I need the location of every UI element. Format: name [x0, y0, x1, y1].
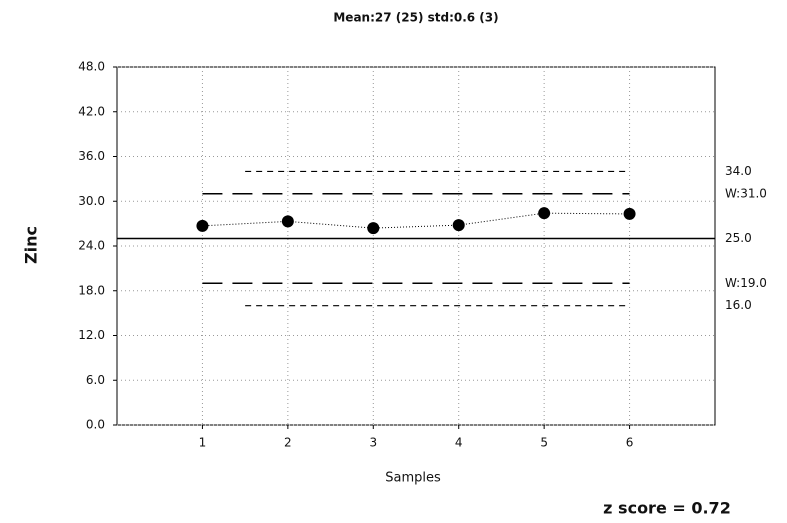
y-tick-label: 42.0 [78, 104, 105, 118]
x-axis-label: Samples [385, 471, 441, 486]
x-tick-label: 3 [369, 436, 377, 450]
data-point [196, 219, 209, 232]
x-tick-label: 4 [455, 436, 463, 450]
y-tick-label: 36.0 [78, 149, 105, 163]
y-tick-label: 30.0 [78, 194, 105, 208]
data-point [623, 207, 636, 220]
limit-label: W:19.0 [725, 276, 767, 290]
y-tick-label: 6.0 [86, 373, 105, 387]
x-tick-label: 6 [626, 436, 634, 450]
x-tick-label: 5 [540, 436, 548, 450]
z-score: z score = 0.72 [603, 499, 731, 518]
x-tick-label: 2 [284, 436, 292, 450]
series-line [202, 212, 630, 229]
x-tick-label: 1 [199, 436, 207, 450]
y-tick-label: 18.0 [78, 283, 105, 297]
y-tick-label: 24.0 [78, 239, 105, 253]
data-point [367, 222, 380, 235]
y-tick-label: 12.0 [78, 328, 105, 342]
data-point [538, 207, 551, 220]
data-point [452, 219, 465, 232]
y-axis-label: Zinc [22, 226, 41, 264]
limit-label: 16.0 [725, 298, 752, 312]
limit-label: 25.0 [725, 231, 752, 245]
limit-label: W:31.0 [725, 186, 767, 200]
limit-label: 34.0 [725, 164, 752, 178]
data-point [281, 215, 294, 228]
chart-title: Mean:27 (25) std:0.6 (3) [333, 11, 498, 25]
y-tick-label: 48.0 [78, 60, 105, 74]
y-tick-label: 0.0 [86, 418, 105, 432]
